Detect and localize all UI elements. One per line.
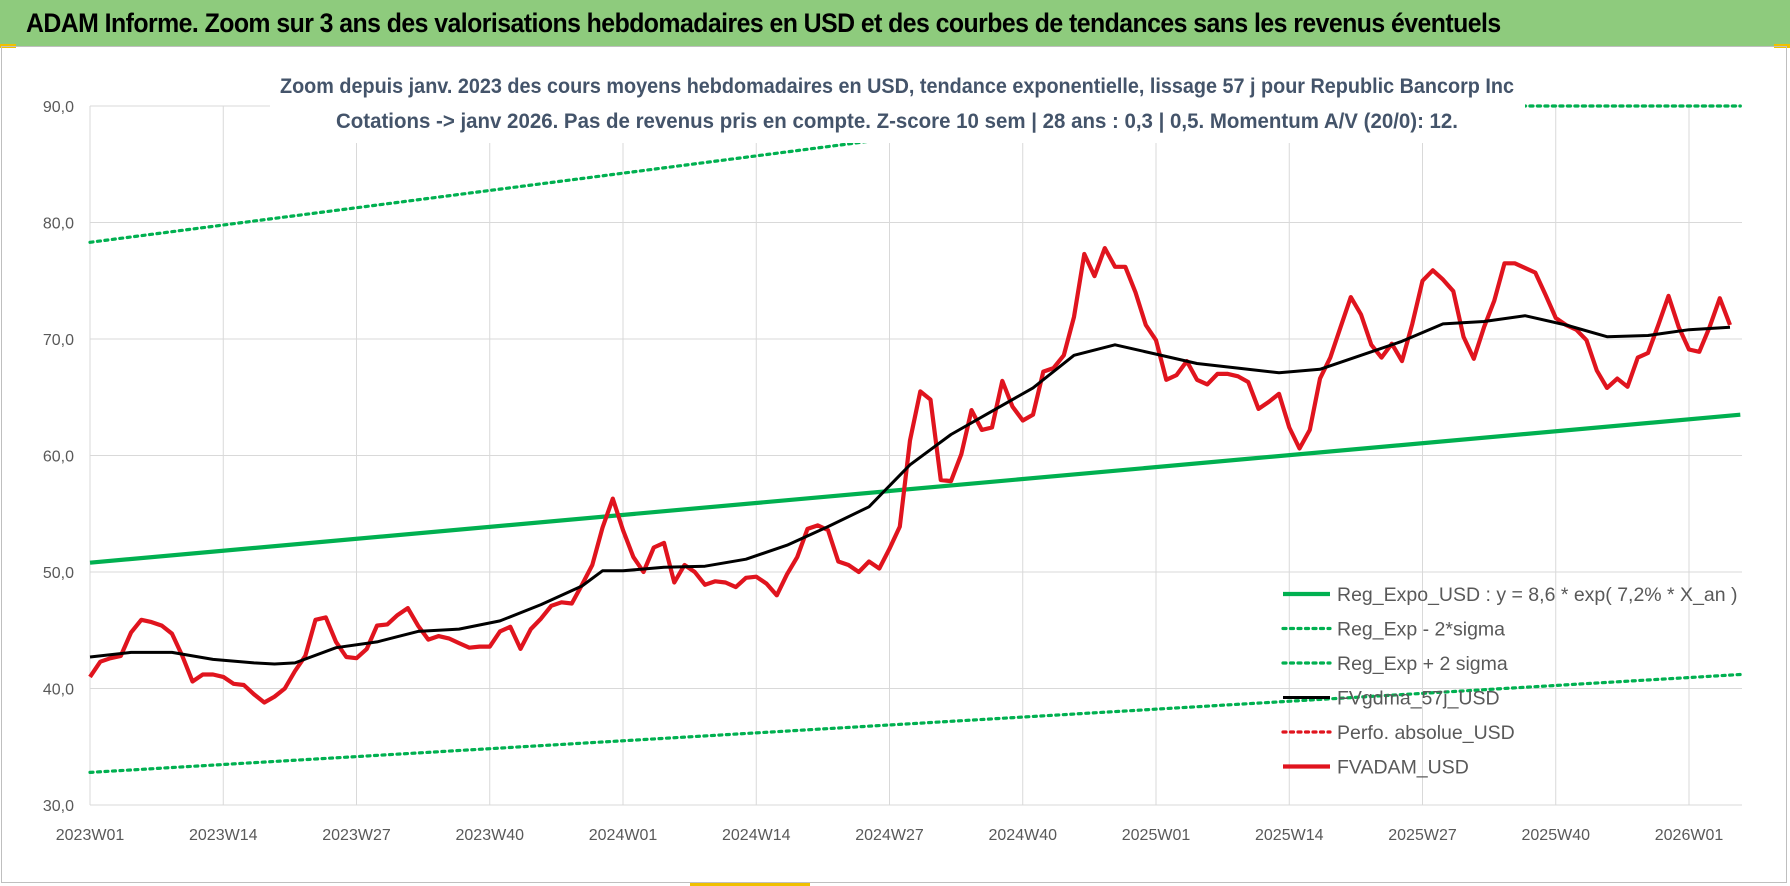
x-tick-label: 2023W01 [56, 827, 125, 844]
x-tick-label: 2025W01 [1122, 827, 1191, 844]
y-tick-label: 30,0 [43, 798, 74, 815]
x-tick-label: 2025W27 [1388, 827, 1457, 844]
series-line-5 [88, 246, 1732, 705]
chart-title-background [270, 69, 1525, 143]
x-tick-label: 2023W14 [189, 827, 258, 844]
x-tick-label: 2024W40 [989, 827, 1058, 844]
y-tick-label: 50,0 [43, 565, 74, 582]
chart-title-block: Zoom depuis janv. 2023 des cours moyens … [270, 69, 1525, 143]
x-tick-label: 2023W40 [456, 827, 525, 844]
series-line-1 [88, 672, 1742, 775]
chart-title-line2: Cotations -> janv 2026. Pas de revenus p… [336, 109, 1458, 133]
y-tick-label: 60,0 [43, 449, 74, 466]
series-line-0 [89, 412, 1741, 565]
legend-label: FVADAM_USD [1337, 757, 1469, 779]
series-line-3 [89, 314, 1731, 666]
page-title: ADAM Informe. Zoom sur 3 ans des valoris… [26, 8, 1501, 38]
x-tick-label: 2024W14 [722, 827, 791, 844]
legend-label: Reg_Expo_USD : y = 8,6 * exp( 7,2% * X_a… [1337, 584, 1738, 606]
legend-label: FVgdma_57j_USD [1337, 688, 1500, 710]
x-tick-label: 2024W27 [855, 827, 924, 844]
y-tick-label: 70,0 [43, 332, 74, 349]
chart-frame [1, 46, 1787, 883]
chart-legend: Reg_Expo_USD : y = 8,6 * exp( 7,2% * X_a… [1281, 584, 1738, 779]
x-tick-label: 2023W27 [322, 827, 391, 844]
legend-label: Perfo. absolue_USD [1337, 722, 1515, 744]
y-tick-label: 40,0 [43, 682, 74, 699]
x-tick-label: 2024W01 [589, 827, 658, 844]
x-tick-label: 2026W01 [1655, 827, 1724, 844]
x-tick-label: 2025W14 [1255, 827, 1324, 844]
x-tick-label: 2025W40 [1522, 827, 1591, 844]
y-tick-label: 80,0 [43, 216, 74, 233]
y-tick-label: 90,0 [43, 99, 74, 116]
chart-title-line1: Zoom depuis janv. 2023 des cours moyens … [280, 74, 1514, 98]
legend-label: Reg_Exp + 2 sigma [1337, 653, 1508, 675]
axis-labels: 30,0 40,0 50,0 60,0 70,0 80,0 90,0 2023W01 2023W… [43, 99, 1723, 844]
header-bar: ADAM Informe. Zoom sur 3 ans des valoris… [0, 0, 1790, 47]
corner-accent-bottom [690, 883, 810, 886]
legend-label: Reg_Exp - 2*sigma [1337, 619, 1505, 641]
